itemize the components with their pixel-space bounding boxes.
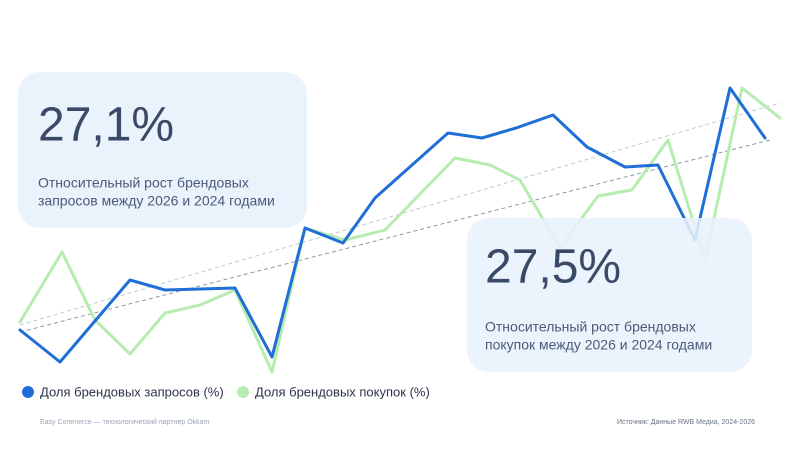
card	[467, 218, 752, 372]
card-text: запросов между 2026 и 2024 годами	[38, 193, 275, 209]
legend-label: Доля брендовых покупок (%)	[255, 384, 430, 399]
footer-note: Easy Commerce — технологический партнер …	[40, 418, 210, 426]
big-number: 27,5%	[485, 241, 621, 294]
plot	[18, 86, 782, 374]
legend-label: Доля брендовых запросов (%)	[40, 384, 224, 399]
card	[18, 72, 307, 228]
legend-marker	[237, 386, 249, 398]
source: Источник: Данные RWB Медиа, 2024-2026	[617, 419, 755, 426]
card-text: Относительный рост брендовых	[485, 319, 696, 335]
legend: Доля брендовых запросов (%) Доля брендовы…	[22, 384, 430, 399]
series-line	[18, 86, 767, 364]
card-text: Относительный рост брендовых	[38, 175, 249, 191]
cards: 27,1% Относительный рост брендовых запро…	[18, 72, 752, 372]
series-line	[18, 86, 782, 374]
legend-marker	[22, 386, 34, 398]
big-number: 27,1%	[38, 99, 174, 152]
card-text: покупок между 2026 и 2024 годами	[485, 337, 712, 353]
